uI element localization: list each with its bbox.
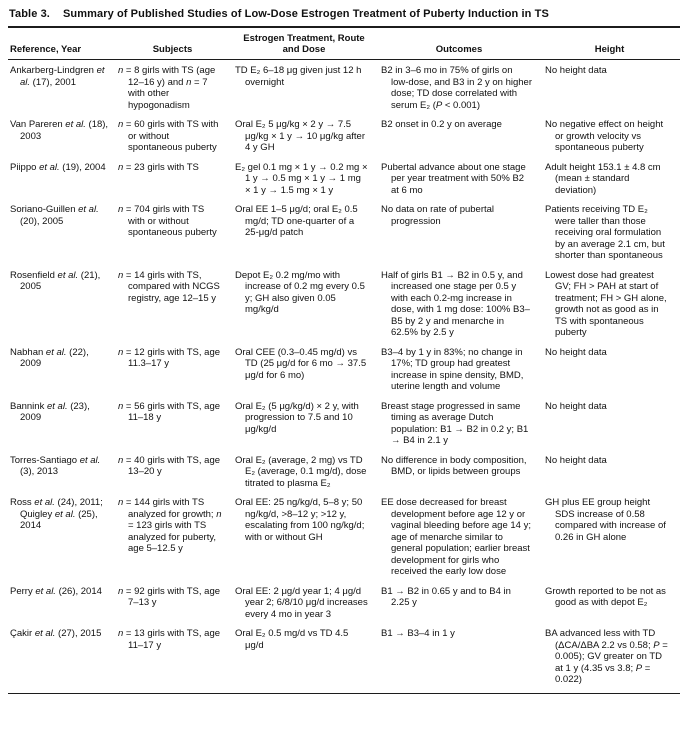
table-row: Perry et al. (26), 2014 n = 92 girls with… [8, 582, 680, 625]
table-row: Torres-Santiago et al. (3), 2013 n = 40 g… [8, 451, 680, 494]
cell-treatment: Oral EE: 25 ng/kg/d, 5–8 y; 50 ng/kg/d, … [235, 497, 365, 543]
cell-treatment: Oral EE 1–5 μg/d; oral E₂ 0.5 mg/d; TD o… [235, 204, 358, 238]
cell-outcomes: No data on rate of pubertal progression [381, 204, 495, 227]
cell-outcomes: B2 onset in 0.2 y on average [381, 119, 502, 130]
cell-outcomes: Half of girls B1 → B2 in 0.5 y, and incr… [381, 269, 530, 339]
cell-subjects: n = 23 girls with TS [118, 161, 199, 173]
cell-outcomes: B2 in 3–6 mo in 75% of girls on low-dose… [381, 65, 533, 111]
table-row: Ross et al. (24), 2011; Quigley et al. (… [8, 493, 680, 582]
cell-height: No negative effect on height or growth v… [545, 119, 664, 153]
cell-subjects: n = 60 girls with TS with or without spo… [118, 119, 219, 153]
cell-height: BA advanced less with TD (ΔCA/ΔBA 2.2 vs… [545, 628, 668, 685]
cell-subjects: n = 144 girls with TS analyzed for growt… [118, 497, 222, 554]
cell-reference: Torres-Santiago et al. (3), 2013 [10, 454, 101, 478]
table-body: Ankarberg-Lindgren et al. (17), 2001 n = … [8, 60, 680, 694]
cell-subjects: n = 704 girls with TS with or without sp… [118, 204, 217, 238]
cell-outcomes: B1 → B3–4 in 1 y [381, 628, 455, 639]
cell-height: No height data [545, 65, 607, 76]
cell-subjects: n = 14 girls with TS, compared with NCGS… [118, 269, 220, 304]
cell-height: Adult height 153.1 ± 4.8 cm (mean ± stan… [545, 161, 661, 196]
table-header: Reference, Year Subjects Estrogen Treatm… [8, 27, 680, 60]
cell-outcomes: B1 → B2 in 0.65 y and to B4 in 2.25 y [381, 585, 511, 609]
table-title: Table 3. Summary of Published Studies of … [8, 7, 680, 26]
column-header-subjects: Subjects [116, 27, 233, 60]
table-row: Nabhan et al. (22), 2009 n = 12 girls wit… [8, 343, 680, 397]
cell-reference: Çakir et al. (27), 2015 [10, 628, 102, 639]
cell-reference: Perry et al. (26), 2014 [10, 585, 102, 597]
table-row: Ankarberg-Lindgren et al. (17), 2001 n = … [8, 60, 680, 116]
cell-outcomes: Breast stage progressed in same timing a… [381, 400, 529, 447]
cell-height: No height data [545, 454, 607, 466]
studies-table: Reference, Year Subjects Estrogen Treatm… [8, 26, 680, 694]
table-row: Piippo et al. (19), 2004 n = 23 girls wit… [8, 158, 680, 201]
cell-outcomes: B3–4 by 1 y in 83%; no change in 17%; TD… [381, 346, 524, 393]
cell-subjects: n = 56 girls with TS, age 11–18 y [118, 400, 221, 424]
cell-subjects: n = 8 girls with TS (age 12–16 y) and n … [118, 65, 216, 111]
cell-outcomes: EE dose decreased for breast development… [381, 497, 531, 577]
cell-treatment: Oral E₂ 0.5 mg/d vs TD 4.5 μg/d [235, 628, 349, 651]
header-row: Reference, Year Subjects Estrogen Treatm… [8, 27, 680, 60]
cell-reference: Van Pareren et al. (18), 2003 [10, 119, 109, 142]
cell-subjects: n = 92 girls with TS, age 7–13 y [118, 585, 221, 609]
cell-height: No height data [545, 346, 607, 358]
cell-treatment: TD E₂ 6–18 μg given just 12 h overnight [235, 65, 362, 88]
column-header-treatment: Estrogen Treatment, Route and Dose [233, 27, 379, 60]
table-row: Soriano-Guillen et al. (20), 2005 n = 704… [8, 200, 680, 266]
cell-treatment: E₂ gel 0.1 mg × 1 y → 0.2 mg × 1 y → 0.5… [235, 161, 368, 196]
table-title-text: Summary of Published Studies of Low-Dose… [62, 8, 549, 20]
cell-height: Patients receiving TD E₂ were taller tha… [545, 204, 665, 261]
column-header-height: Height [543, 27, 680, 60]
cell-height: GH plus EE group height SDS increase of … [545, 497, 666, 543]
cell-reference: Soriano-Guillen et al. (20), 2005 [10, 204, 99, 227]
cell-height: No height data [545, 400, 607, 412]
cell-reference: Ross et al. (24), 2011; Quigley et al. (… [10, 497, 103, 531]
cell-treatment: Oral CEE (0.3–0.45 mg/d) vs TD (25 μg/d … [235, 346, 367, 381]
cell-reference: Ankarberg-Lindgren et al. (17), 2001 [10, 65, 105, 88]
table-row: Van Pareren et al. (18), 2003 n = 60 girl… [8, 115, 680, 158]
cell-outcomes: Pubertal advance about one stage per yea… [381, 161, 526, 196]
cell-treatment: Oral E₂ (average, 2 mg) vs TD E₂ (averag… [235, 454, 367, 489]
cell-reference: Rosenfield et al. (21), 2005 [10, 269, 101, 293]
column-header-outcomes: Outcomes [379, 27, 543, 60]
cell-treatment: Oral EE: 2 μg/d year 1; 4 μg/d year 2; 6… [235, 585, 368, 620]
cell-subjects: n = 40 girls with TS, age 13–20 y [118, 454, 221, 478]
cell-treatment: Oral E₂ (5 μg/kg/d) × 2 y, with progress… [235, 400, 359, 435]
table-label: Table 3. [9, 8, 50, 20]
column-header-reference: Reference, Year [8, 27, 116, 60]
cell-height: Lowest dose had greatest GV; FH > PAH at… [545, 269, 667, 339]
cell-reference: Nabhan et al. (22), 2009 [10, 346, 89, 370]
cell-height: Growth reported to be not as good as wit… [545, 585, 666, 609]
table-row: Bannink et al. (23), 2009 n = 56 girls wi… [8, 397, 680, 451]
cell-subjects: n = 13 girls with TS, age 11–17 y [118, 628, 221, 651]
table-row: Çakir et al. (27), 2015 n = 13 girls with… [8, 624, 680, 693]
cell-treatment: Oral E₂ 5 μg/kg × 2 y → 7.5 μg/kg × 1 y … [235, 119, 365, 153]
cell-subjects: n = 12 girls with TS, age 11.3–17 y [118, 346, 221, 370]
cell-treatment: Depot E₂ 0.2 mg/mo with increase of 0.2 … [235, 269, 365, 316]
cell-reference: Piippo et al. (19), 2004 [10, 161, 106, 173]
cell-outcomes: No difference in body composition, BMD, … [381, 454, 527, 478]
table-row: Rosenfield et al. (21), 2005 n = 14 girls… [8, 266, 680, 343]
cell-reference: Bannink et al. (23), 2009 [10, 400, 90, 424]
